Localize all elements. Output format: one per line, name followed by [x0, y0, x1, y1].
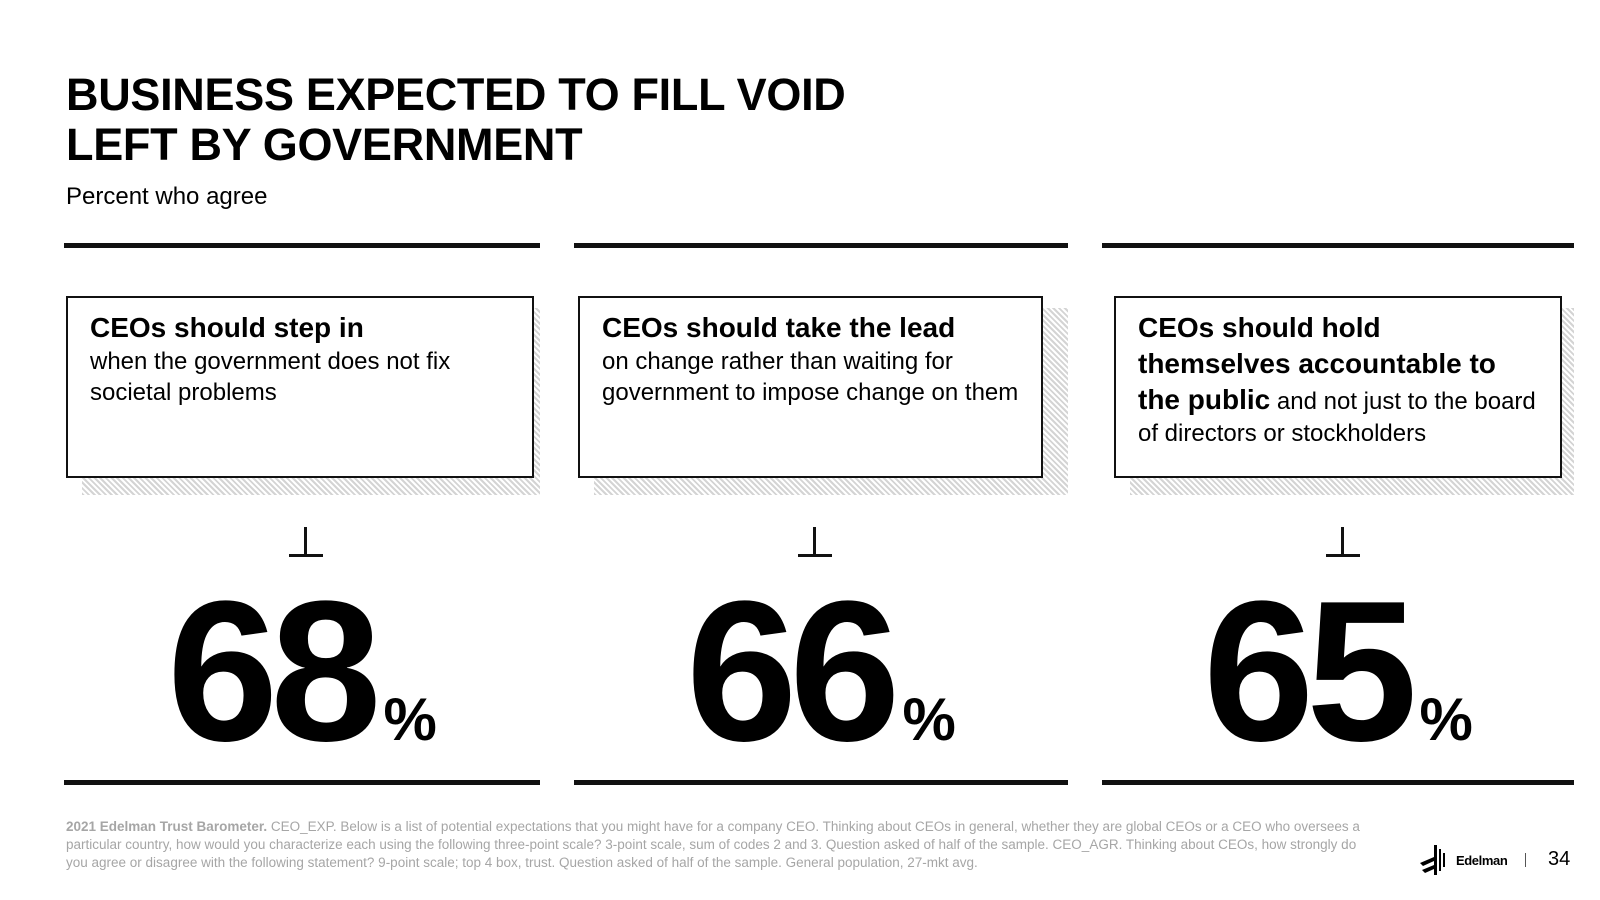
- source-footnote: 2021 Edelman Trust Barometer. CEO_EXP. B…: [66, 818, 1376, 872]
- page-number: 34: [1548, 848, 1571, 870]
- statement-lead-1: CEOs should step in: [90, 312, 364, 343]
- top-rule-1: [64, 243, 540, 248]
- stat-value-1: 68: [167, 560, 381, 783]
- edelman-logo-text: Edelman: [1456, 852, 1508, 868]
- top-rule-2: [574, 243, 1068, 248]
- slide-subtitle: Percent who agree: [66, 183, 268, 210]
- perpendicular-icon-2: [798, 527, 832, 557]
- footer-separator: [1525, 853, 1526, 867]
- stat-value-3: 65: [1203, 560, 1417, 783]
- stat-unit-1: %: [383, 686, 437, 753]
- stat-3: 65 %: [1102, 560, 1574, 783]
- stat-1: 68 %: [64, 560, 540, 783]
- top-rule-3: [1102, 243, 1574, 248]
- statement-lead-3: CEOs should hold themselves accountable …: [1138, 312, 1496, 415]
- statement-card-1: CEOs should step in when the government …: [66, 296, 534, 478]
- edelman-logo: Edelman: [1420, 843, 1508, 877]
- statement-text-1: when the government does not fix societa…: [90, 348, 451, 406]
- source-title: 2021 Edelman Trust Barometer.: [66, 819, 268, 834]
- stat-unit-2: %: [902, 686, 956, 753]
- perpendicular-icon-3: [1326, 527, 1360, 557]
- stat-2: 66 %: [574, 560, 1068, 783]
- statement-text-2: on change rather than waiting for govern…: [602, 348, 1019, 406]
- statement-card-2: CEOs should take the lead on change rath…: [578, 296, 1043, 478]
- edelman-logo-icon: [1420, 845, 1445, 875]
- bottom-rule-1: [64, 780, 540, 785]
- stat-value-2: 66: [686, 560, 900, 783]
- perpendicular-icon-1: [289, 527, 323, 557]
- statement-card-3: CEOs should hold themselves accountable …: [1114, 296, 1562, 478]
- stat-unit-3: %: [1419, 686, 1473, 753]
- statement-lead-2: CEOs should take the lead: [602, 312, 956, 343]
- slide-title: BUSINESS EXPECTED TO FILL VOID LEFT BY G…: [66, 69, 846, 170]
- statement-text-3: and not just to the board of directors o…: [1138, 388, 1536, 447]
- bottom-rule-3: [1102, 780, 1574, 785]
- bottom-rule-2: [574, 780, 1068, 785]
- source-text: CEO_EXP. Below is a list of potential ex…: [66, 819, 1360, 870]
